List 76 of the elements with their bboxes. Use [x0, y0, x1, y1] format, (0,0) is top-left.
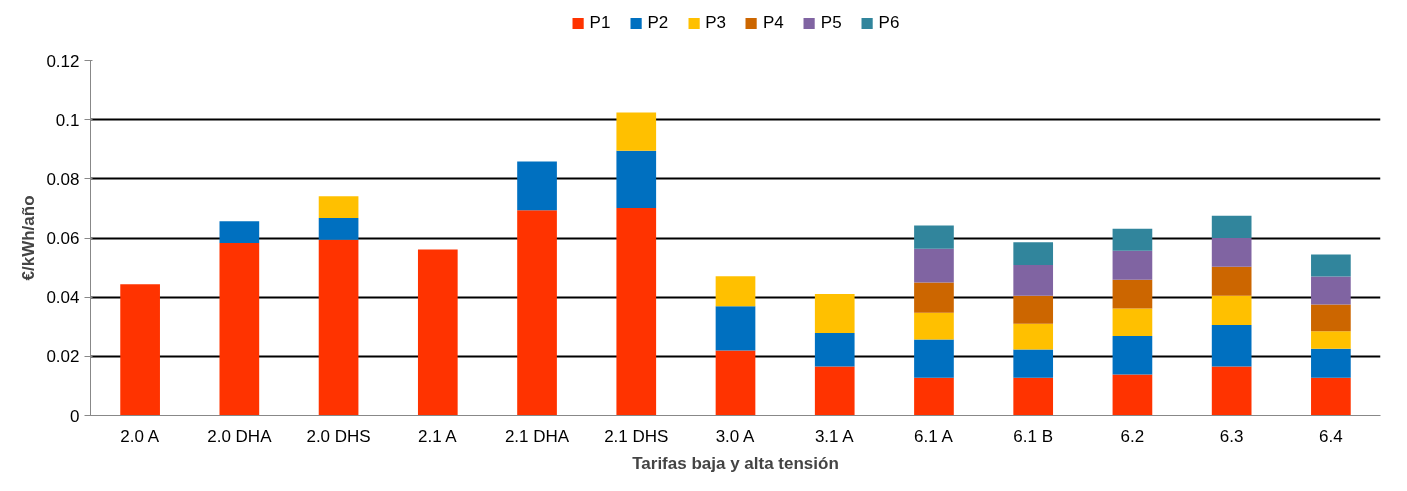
bar [914, 225, 954, 249]
bar [1311, 348, 1351, 378]
y-tick-label: 0.02 [46, 347, 80, 367]
bar [914, 248, 954, 283]
legend-label: P2 [647, 12, 669, 33]
bar [219, 243, 260, 416]
bar [814, 293, 855, 333]
bar [1311, 304, 1351, 332]
bar [1112, 228, 1153, 251]
bar [1211, 238, 1252, 267]
bar [120, 284, 160, 416]
bar [1013, 349, 1054, 378]
bar [1311, 377, 1351, 416]
x-tick-label: 6.3 [1219, 426, 1244, 446]
bar [914, 339, 954, 378]
x-tick-label: 6.4 [1319, 426, 1343, 446]
bar [517, 161, 557, 211]
x-tick-label: 2.1 DHS [604, 426, 669, 446]
bar [1211, 366, 1252, 416]
bar [715, 350, 756, 416]
bar [1112, 374, 1153, 416]
bar [1013, 295, 1054, 324]
legend-label: P1 [589, 12, 611, 33]
bar [1311, 331, 1351, 349]
bar [715, 306, 756, 351]
bar [1211, 215, 1252, 238]
x-tick-label: 2.0 A [120, 426, 160, 446]
legend-label: P4 [763, 12, 784, 33]
bar [1112, 308, 1153, 336]
bar [1013, 242, 1054, 265]
bar [318, 217, 359, 240]
x-tick-label: 6.2 [1120, 426, 1145, 446]
bar [1112, 250, 1153, 280]
bar [814, 366, 855, 416]
bar [1013, 323, 1054, 350]
bar [318, 196, 359, 218]
bar [814, 332, 855, 367]
legend-label: P5 [820, 12, 842, 33]
y-tick-label: 0.06 [46, 229, 80, 248]
bar [715, 276, 756, 307]
x-tick-label: 2.0 DHA [207, 426, 273, 446]
y-tick-label: 0 [70, 406, 80, 426]
x-tick-label: 6.1 A [914, 426, 954, 446]
bar [914, 282, 954, 313]
bar [616, 112, 657, 151]
bar [1112, 279, 1153, 309]
legend-label: P3 [705, 12, 726, 33]
bar [219, 221, 260, 244]
bar [318, 239, 359, 416]
x-tick-label: 2.1 DHA [504, 426, 570, 446]
bar [616, 150, 657, 209]
bar [1211, 295, 1252, 325]
x-tick-label: 2.1 A [417, 426, 458, 446]
x-tick-label: 6.1 B [1013, 426, 1054, 446]
y-axis-title: €/kWh/año [19, 195, 39, 281]
bar [1211, 324, 1252, 367]
x-tick-label: 3.0 A [715, 426, 756, 446]
bar [1013, 264, 1054, 296]
bar [417, 249, 458, 416]
y-tick-label: 0.08 [46, 169, 80, 189]
x-axis-title: Tarifas baja y alta tensión [632, 453, 839, 473]
bar [914, 312, 954, 340]
bar [616, 208, 657, 416]
bar [1013, 377, 1054, 416]
y-tick-label: 0.04 [46, 288, 80, 308]
y-tick-label: 0.12 [46, 51, 80, 71]
y-tick-label: 0.1 [55, 110, 80, 130]
x-tick-label: 2.0 DHS [306, 426, 371, 446]
bar [1311, 276, 1351, 305]
bar [517, 210, 557, 416]
bar [1311, 254, 1351, 277]
bar [1112, 335, 1153, 375]
bar [1211, 266, 1252, 296]
legend-label: P6 [878, 12, 900, 33]
bar [914, 377, 954, 416]
x-tick-label: 3.1 A [814, 426, 855, 446]
